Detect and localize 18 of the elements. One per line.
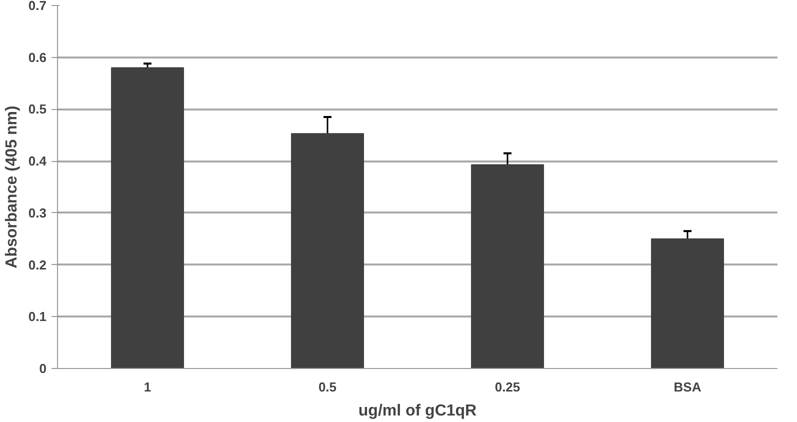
- y-tick-label: 0.7: [28, 0, 47, 13]
- bar: [651, 238, 724, 368]
- y-axis-title: Absorbance (405 nm): [3, 106, 20, 268]
- y-tick-label: 0.4: [28, 154, 48, 169]
- y-tick-label: 0.5: [28, 102, 47, 117]
- x-tick-label: 0.5: [318, 380, 337, 394]
- x-tick-label: 1: [144, 380, 152, 394]
- bar: [291, 133, 364, 368]
- bar: [111, 67, 184, 368]
- x-axis-title: ug/ml of gC1qR: [358, 402, 478, 420]
- x-tick-label: BSA: [674, 380, 702, 394]
- bar: [471, 164, 544, 368]
- y-tick-label: 0.3: [28, 205, 47, 220]
- x-tick-label: 0.25: [494, 380, 520, 394]
- y-tick-label: 0: [39, 361, 47, 376]
- y-tick-label: 0.6: [28, 50, 47, 65]
- y-tick-label: 0.2: [28, 257, 47, 272]
- y-tick-label: 0.1: [28, 309, 47, 324]
